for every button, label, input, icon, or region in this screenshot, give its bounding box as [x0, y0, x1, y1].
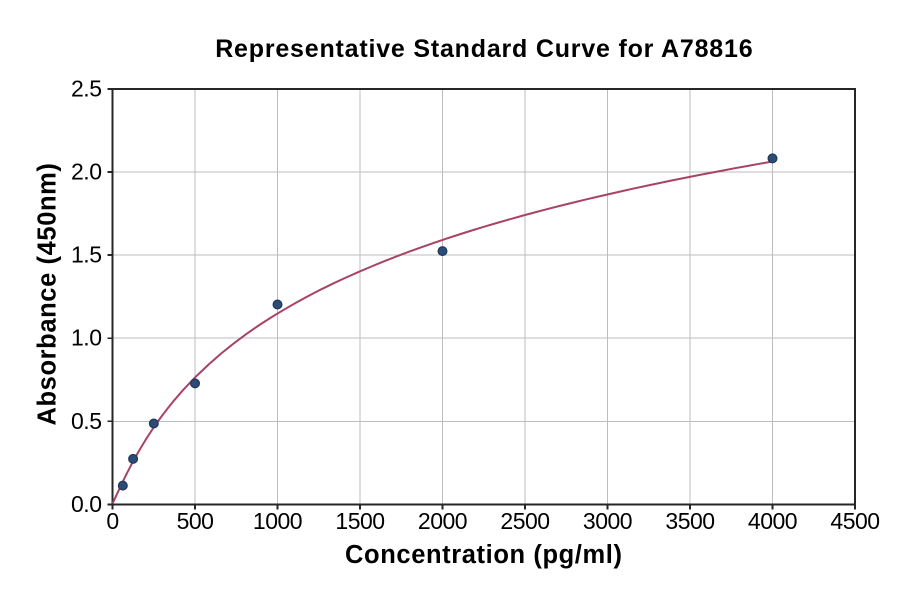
svg-text:3000: 3000: [583, 508, 632, 534]
svg-text:3500: 3500: [665, 508, 714, 534]
svg-text:0.5: 0.5: [71, 408, 101, 434]
svg-text:1.0: 1.0: [71, 325, 101, 351]
svg-text:2500: 2500: [500, 508, 549, 534]
svg-text:2.5: 2.5: [71, 75, 101, 101]
svg-text:Representative Standard Curve: Representative Standard Curve for A78816: [215, 35, 753, 63]
svg-text:4500: 4500: [830, 508, 879, 534]
svg-text:4000: 4000: [748, 508, 797, 534]
svg-text:Concentration (pg/ml): Concentration (pg/ml): [345, 541, 623, 569]
svg-text:1500: 1500: [335, 508, 384, 534]
svg-text:0: 0: [106, 508, 118, 534]
svg-text:2000: 2000: [418, 508, 467, 534]
svg-text:2.0: 2.0: [71, 159, 101, 185]
svg-text:1000: 1000: [253, 508, 302, 534]
svg-text:Absorbance (450nm): Absorbance (450nm): [33, 162, 61, 425]
svg-text:500: 500: [177, 508, 214, 534]
svg-text:1.5: 1.5: [71, 242, 101, 268]
svg-text:0.0: 0.0: [71, 491, 101, 517]
